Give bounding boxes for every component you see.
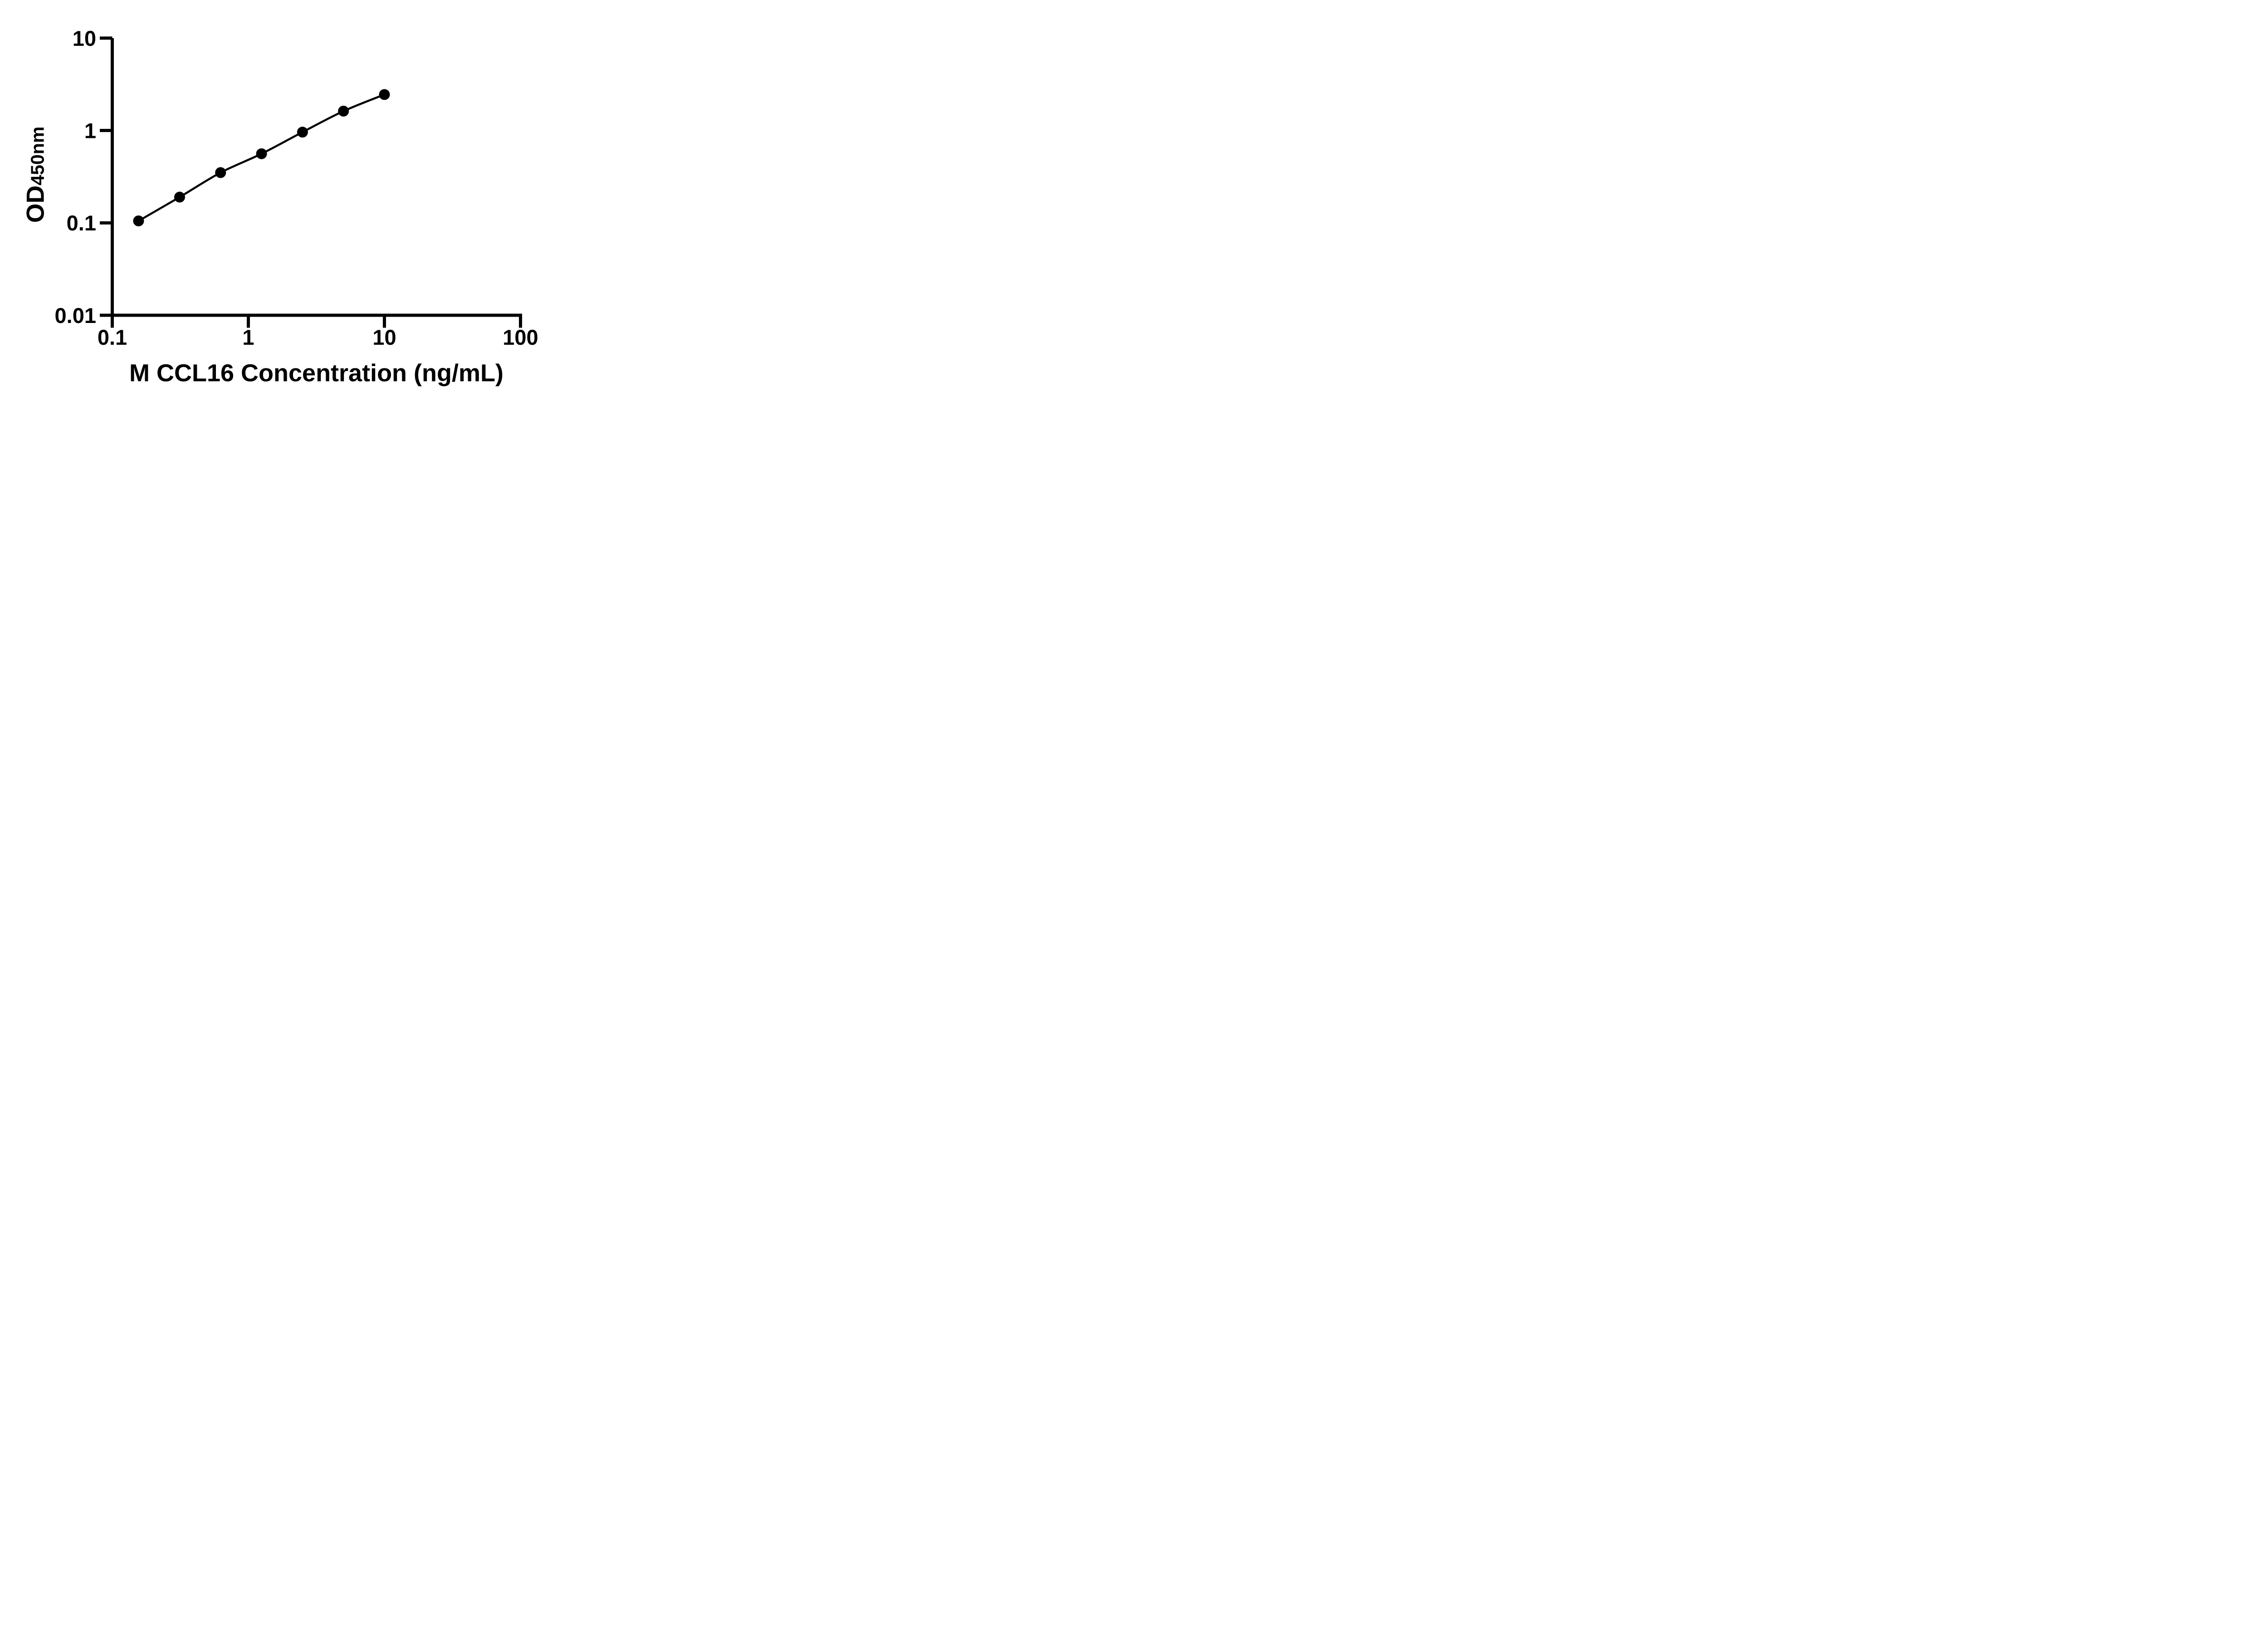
data-point-marker xyxy=(297,127,308,138)
y-axis-title-subscript: 450nm xyxy=(27,127,48,186)
y-axis-title-main: OD xyxy=(21,186,49,223)
y-tick-label: 10 xyxy=(73,26,96,50)
y-tick-label: 0.01 xyxy=(55,303,96,328)
x-tick-label: 10 xyxy=(372,325,396,349)
y-tick-label: 1 xyxy=(84,118,96,142)
axis-ticks xyxy=(100,36,522,328)
elisa-standard-curve-figure: 10 1 0.1 0.01 0.1 1 10 100 M CCL16 Concentratio… xyxy=(0,0,583,408)
y-tick-label: 0.1 xyxy=(67,211,96,235)
data-point-marker xyxy=(379,89,390,100)
data-point-marker xyxy=(215,167,226,178)
x-tick-label: 100 xyxy=(503,325,538,349)
axes xyxy=(111,38,522,317)
x-axis-title: M CCL16 Concentration (ng/mL) xyxy=(129,360,503,387)
data-series xyxy=(133,89,390,227)
data-point-marker xyxy=(338,106,349,117)
y-axis-title: OD450nm xyxy=(21,127,49,223)
data-point-marker xyxy=(133,215,144,227)
data-point-marker xyxy=(174,191,185,203)
data-point-marker xyxy=(256,148,267,159)
x-tick-label: 1 xyxy=(242,325,254,349)
x-tick-label: 0.1 xyxy=(98,325,127,349)
